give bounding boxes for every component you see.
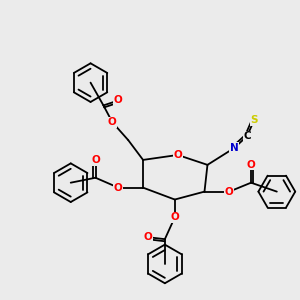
Text: O: O xyxy=(170,212,179,222)
Text: O: O xyxy=(144,232,152,242)
Text: S: S xyxy=(250,115,258,125)
Text: O: O xyxy=(114,183,123,193)
Text: O: O xyxy=(91,155,100,165)
Text: O: O xyxy=(225,187,234,196)
Text: N: N xyxy=(230,143,239,153)
Text: O: O xyxy=(173,150,182,160)
Text: O: O xyxy=(114,95,123,106)
Text: C: C xyxy=(243,131,251,141)
Text: O: O xyxy=(108,117,117,127)
Text: O: O xyxy=(247,160,255,170)
